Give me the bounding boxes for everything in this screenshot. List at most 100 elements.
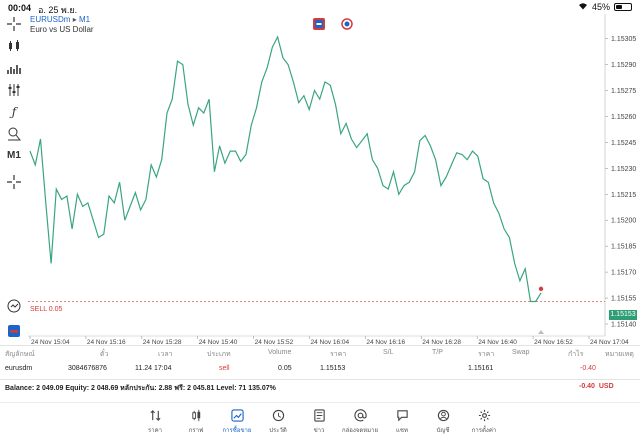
y-tick-label: 1.15290 [611, 62, 636, 69]
header-time[interactable]: เวลา [158, 351, 173, 358]
timeframe-button[interactable]: M1 [7, 149, 21, 161]
row-price: 1.15153 [320, 365, 346, 372]
gear-icon [478, 409, 490, 422]
row-time: 11.24 17:04 [135, 365, 172, 372]
header-current-price[interactable]: ราคา [478, 351, 495, 358]
chart-symbol-line[interactable]: EURUSDm ▸ M1 [30, 15, 94, 25]
status-bar: 00:04 อ. 25 พ.ย. 45% [0, 0, 640, 16]
one-click-trading-icon[interactable] [6, 298, 22, 314]
header-symbol[interactable]: สัญลักษณ์ [5, 351, 35, 358]
y-tick-label: 1.15230 [611, 166, 636, 173]
news-icon [313, 409, 325, 422]
chevron-right-icon: ▸ [72, 15, 77, 24]
chart-timeframe: M1 [78, 15, 91, 24]
nav-quotes-label: ราคา [148, 428, 162, 434]
sell-quick-icon[interactable] [313, 18, 325, 30]
account-icon [437, 409, 449, 422]
x-tick-label: 24 Nov 16:04 [311, 339, 350, 346]
header-volume[interactable]: Volume [268, 349, 292, 356]
y-tick-label: 1.15215 [611, 192, 636, 199]
chart-symbol[interactable]: EURUSDm [30, 15, 71, 24]
row-ticket: 3084676876 [68, 365, 107, 372]
chart-header: EURUSDm ▸ M1 Euro vs US Dollar [30, 15, 94, 35]
function-icon[interactable]: ƒ [11, 105, 17, 119]
divider [0, 379, 640, 380]
price-chart[interactable]: 1.15305 1.15290 1.15275 1.15260 1.15245 1.152… [0, 0, 640, 346]
header-ticket[interactable]: ตั๋ว [100, 351, 109, 358]
row-profit: -0.40 [580, 365, 596, 372]
chart-type-candles-icon[interactable] [6, 38, 22, 54]
row-current-price: 1.15161 [468, 365, 494, 372]
y-tick-label: 1.15275 [611, 88, 636, 95]
header-sl[interactable]: S/L [383, 349, 394, 356]
nav-trade[interactable]: การซื้อขาย [217, 409, 257, 435]
buy-quick-icon[interactable] [341, 18, 353, 30]
crosshair-icon-2[interactable] [6, 174, 22, 190]
x-tick-label: 24 Nov 15:52 [255, 339, 294, 346]
header-type[interactable]: ประเภท [207, 351, 231, 358]
nav-mailbox[interactable]: กล่องจดหมาย [340, 409, 380, 435]
nav-chart[interactable]: กราฟ [176, 409, 216, 435]
position-row[interactable]: eurusdm 3084676876 11.24 17:04 sell 0.05… [0, 365, 640, 377]
status-date: อ. 25 พ.ย. [38, 5, 78, 15]
divider [0, 345, 640, 346]
x-tick-label: 24 Nov 15:16 [87, 339, 126, 346]
crosshair-icon[interactable] [6, 16, 22, 32]
total-profit-value: -0.40 [579, 383, 595, 390]
y-tick-label: 1.15185 [611, 244, 636, 251]
nav-mailbox-label: กล่องจดหมาย [341, 428, 379, 434]
nav-accounts-label: บัญชี [436, 428, 450, 434]
history-icon [272, 409, 284, 422]
objects-icon[interactable] [6, 126, 22, 142]
arrows-updown-icon [149, 410, 161, 421]
nav-quotes[interactable]: ราคา [135, 409, 175, 435]
deal-arrow-icon [538, 330, 544, 334]
wifi-icon [578, 2, 588, 12]
x-tick-label: 24 Nov 15:28 [143, 339, 182, 346]
x-tick-label: 24 Nov 16:40 [478, 339, 517, 346]
y-tick-label: 1.15170 [611, 270, 636, 277]
x-tick-label: 24 Nov 16:16 [366, 339, 405, 346]
status-right: 45% [578, 2, 632, 12]
x-tick-label: 24 Nov 17:04 [590, 339, 629, 346]
nav-chart-label: กราฟ [188, 428, 204, 434]
header-comment[interactable]: หมายเหตุ [605, 351, 634, 358]
trade-panel-icon[interactable] [6, 323, 22, 339]
header-tp[interactable]: T/P [432, 349, 443, 356]
row-symbol: eurusdm [5, 365, 33, 372]
nav-news-label: ข่าว [313, 428, 325, 434]
nav-settings-label: การตั้งค่า [471, 428, 497, 434]
y-tick-label: 1.15245 [611, 140, 636, 147]
x-tick-label: 24 Nov 16:28 [422, 339, 461, 346]
bottom-navigation: ราคา กราฟ การซื้อขาย ประวัติ ข่าว กล่องจ… [0, 402, 640, 447]
nav-chat[interactable]: แชท [382, 409, 422, 435]
sell-order-label[interactable]: SELL 0.05 [30, 306, 63, 313]
header-profit[interactable]: กำไร [568, 351, 584, 358]
chart-symbol-description: Euro vs US Dollar [30, 25, 94, 34]
mail-at-icon [353, 409, 367, 422]
y-tick-label: 1.15200 [611, 218, 636, 225]
nav-settings[interactable]: การตั้งค่า [464, 409, 504, 435]
status-time: 00:04 [8, 3, 32, 13]
chart-trade-buttons [313, 18, 353, 30]
positions-table-header: สัญลักษณ์ ตั๋ว เวลา ประเภท Volume ราคา S… [0, 349, 640, 361]
battery-percent: 45% [591, 2, 610, 12]
candles-icon [191, 409, 200, 422]
total-profit-currency: USD [598, 383, 614, 390]
indicators-icon[interactable] [6, 60, 22, 76]
nav-news[interactable]: ข่าว [299, 409, 339, 435]
header-price[interactable]: ราคา [330, 351, 347, 358]
header-swap[interactable]: Swap [512, 349, 530, 356]
current-price-tag: 1.15153 [609, 310, 637, 320]
battery-fill [616, 5, 623, 9]
row-type: sell [219, 365, 230, 372]
nav-trade-label: การซื้อขาย [222, 428, 252, 434]
total-profit: -0.40 USD [579, 383, 614, 390]
settings-sliders-icon[interactable] [6, 82, 22, 98]
y-tick-label: 1.15140 [611, 322, 636, 329]
nav-history-label: ประวัติ [269, 428, 287, 434]
row-volume: 0.05 [278, 365, 292, 372]
nav-accounts[interactable]: บัญชี [423, 409, 463, 435]
nav-history[interactable]: ประวัติ [258, 409, 298, 435]
account-balance-line: Balance: 2 049.09 Equity: 2 048.69 หลักป… [5, 385, 276, 392]
